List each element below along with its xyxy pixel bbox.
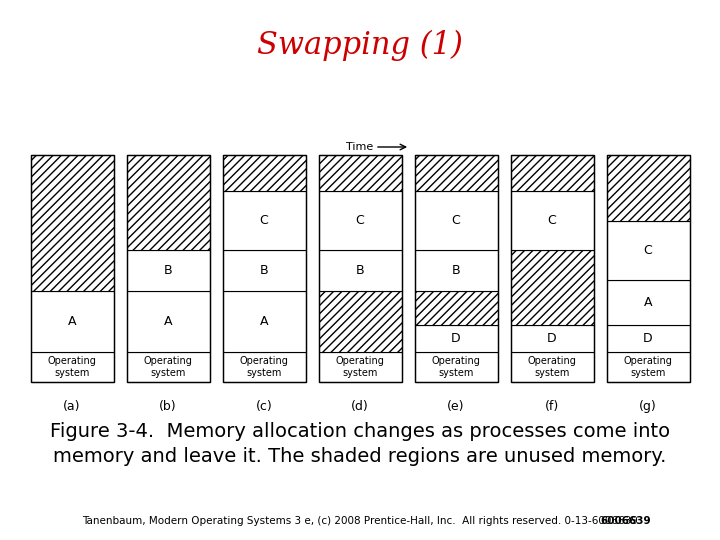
Bar [222,155,305,382]
Bar [30,155,114,291]
Text: B: B [260,264,269,277]
Bar [415,191,498,251]
Text: C: C [548,214,557,227]
Text: (d): (d) [351,400,369,413]
Bar [415,155,498,382]
Bar [606,353,690,382]
Text: Figure 3-4.  Memory allocation changes as processes come into
memory and leave i: Figure 3-4. Memory allocation changes as… [50,422,670,466]
Text: Time: Time [346,142,373,152]
Bar [127,155,210,382]
Text: Operating
system: Operating system [431,356,480,378]
Text: (a): (a) [63,400,81,413]
Bar [318,353,402,382]
Bar [510,251,593,325]
Bar [510,155,593,191]
Text: A: A [644,296,652,309]
Bar [510,325,593,353]
Text: Operating
system: Operating system [336,356,384,378]
Bar [222,155,305,191]
Bar [30,155,114,382]
Bar [606,325,690,353]
Bar [415,353,498,382]
Text: (e): (e) [447,400,464,413]
Text: A: A [260,315,269,328]
Text: D: D [547,332,557,346]
Text: Swapping (1): Swapping (1) [257,30,463,61]
Bar [510,353,593,382]
Bar [606,155,690,221]
Bar [510,251,593,325]
Text: D: D [643,332,653,346]
Bar [510,155,593,382]
Bar [127,353,210,382]
Text: Operating
system: Operating system [624,356,672,378]
Text: (c): (c) [256,400,272,413]
Bar [510,155,593,191]
Bar [415,291,498,325]
Bar [222,291,305,353]
Bar [415,155,498,191]
Text: Operating
system: Operating system [48,356,96,378]
Text: C: C [644,244,652,257]
Text: (g): (g) [639,400,657,413]
Bar [127,251,210,291]
Bar [606,155,690,382]
Text: Operating
system: Operating system [143,356,192,378]
Text: Tanenbaum, Modern Operating Systems 3 e, (c) 2008 Prentice-Hall, Inc.  All right: Tanenbaum, Modern Operating Systems 3 e,… [82,516,638,526]
Text: A: A [163,315,172,328]
Bar [415,251,498,291]
Text: B: B [451,264,460,277]
Bar [415,325,498,353]
Bar [318,251,402,291]
Text: C: C [356,214,364,227]
Text: B: B [356,264,364,277]
Bar [606,221,690,280]
Text: (b): (b) [159,400,177,413]
Bar [222,155,305,191]
Text: D: D [451,332,461,346]
Bar [30,353,114,382]
Text: C: C [451,214,460,227]
Bar [222,251,305,291]
Text: A: A [68,315,76,328]
Bar [510,191,593,251]
Bar [415,291,498,325]
Bar [318,155,402,382]
Bar [30,291,114,353]
Bar [606,155,690,221]
Bar [318,191,402,251]
Bar [318,291,402,353]
Text: Operating
system: Operating system [240,356,289,378]
Text: 6006639: 6006639 [600,516,651,526]
Bar [222,353,305,382]
Text: Operating
system: Operating system [528,356,577,378]
Bar [30,155,114,291]
Text: (f): (f) [545,400,559,413]
Bar [318,291,402,353]
Bar [318,155,402,191]
Bar [606,280,690,325]
Bar [127,291,210,353]
Bar [127,155,210,251]
Text: C: C [260,214,269,227]
Bar [415,155,498,191]
Text: B: B [163,264,172,277]
Bar [127,155,210,251]
Bar [318,155,402,191]
Bar [222,191,305,251]
